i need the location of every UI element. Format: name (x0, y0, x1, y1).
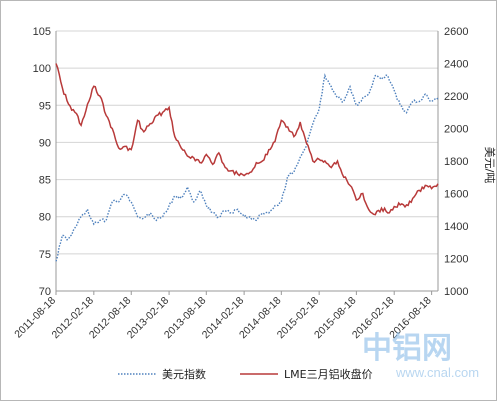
series-line (55, 63, 439, 216)
y-left-tick-label: 80 (39, 212, 51, 224)
y-axis-right-ticks: 1000 1200 1400 1600 1800 2000 2200 2400 2600 (444, 26, 468, 298)
gridlines (55, 30, 439, 292)
y-right-tick-label: 1600 (444, 189, 468, 201)
watermark-logo: 中铝网 (362, 331, 452, 366)
watermark: 中铝网 www.cnal.com (362, 331, 479, 380)
y-left-tick-label: 105 (33, 26, 51, 38)
y-left-tick-label: 70 (39, 286, 51, 298)
y-left-tick-label: 85 (39, 175, 51, 187)
y-right-tick-label: 2400 (444, 59, 468, 71)
y-right-tick-label: 1400 (444, 221, 468, 233)
y-left-tick-label: 75 (39, 249, 51, 261)
y-right-tick-label: 1200 (444, 254, 468, 266)
watermark-url: www.cnal.com (395, 365, 479, 380)
y-right-tick-label: 1000 (444, 286, 468, 298)
y-axis-left-ticks: 70 75 80 85 90 95 100 105 (33, 26, 51, 298)
y-right-tick-label: 2000 (444, 124, 468, 136)
y-right-tick-label: 2200 (444, 91, 468, 103)
legend-label: LME三月铝收盘价 (284, 367, 373, 381)
y-axis-right-label-text: 美元/吨 (483, 147, 496, 184)
series-line (55, 73, 439, 262)
y-left-tick-label: 100 (33, 63, 51, 75)
y-right-tick-label: 1800 (444, 156, 468, 168)
y-left-tick-label: 95 (39, 100, 51, 112)
series-lines (55, 63, 439, 262)
y-right-tick-label: 2600 (444, 26, 468, 38)
legend-label: 美元指数 (162, 367, 206, 381)
y-axis-right-label: 美元/吨 (483, 147, 496, 184)
legend: 美元指数 LME三月铝收盘价 (118, 367, 373, 381)
y-left-tick-label: 90 (39, 137, 51, 149)
